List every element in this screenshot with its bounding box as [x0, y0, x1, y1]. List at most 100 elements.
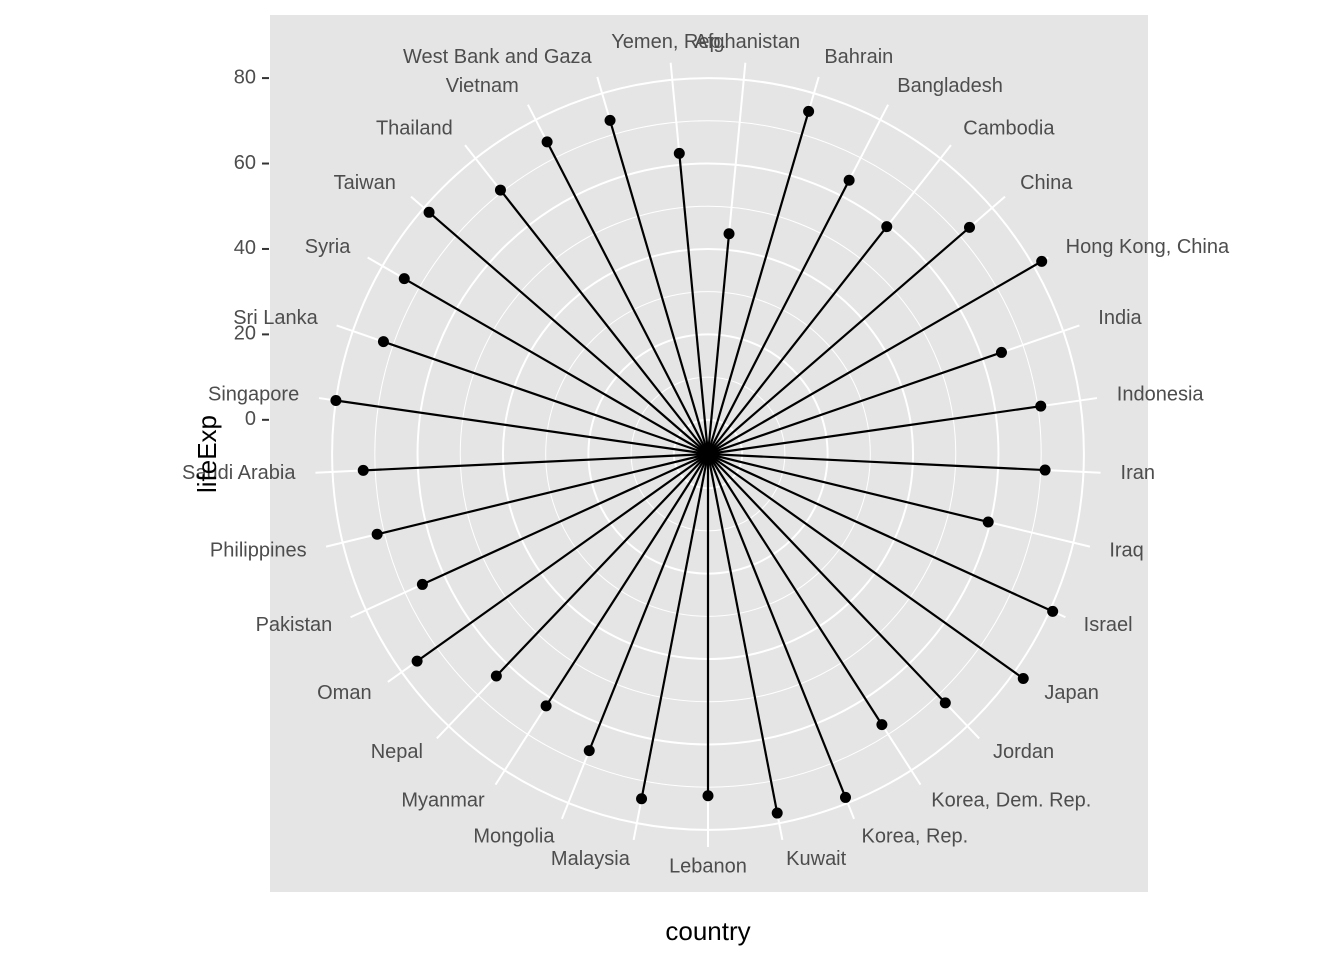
y-tick-label: 40	[234, 237, 256, 259]
lollipop-stem	[546, 141, 709, 455]
data-point	[416, 578, 428, 590]
category-label: Myanmar	[401, 790, 485, 812]
data-point	[357, 464, 369, 476]
data-point	[723, 228, 735, 240]
lollipop-stem	[383, 340, 709, 456]
lollipop-stem	[707, 351, 1002, 456]
category-label: Israel	[1084, 614, 1133, 636]
data-point	[423, 206, 435, 218]
lollipop-stem	[707, 453, 947, 704]
data-point	[330, 395, 342, 407]
data-point	[494, 184, 506, 196]
category-label: Bangladesh	[897, 75, 1003, 97]
lollipop-stem	[707, 405, 1041, 456]
lollipop-stem	[707, 452, 1054, 613]
lollipop-stem	[707, 225, 888, 455]
category-label: Mongolia	[473, 826, 555, 848]
data-point	[1035, 400, 1047, 412]
lollipop-stem	[403, 277, 709, 455]
data-point	[1039, 464, 1051, 476]
category-label: Bahrain	[824, 46, 893, 68]
category-label: Malaysia	[551, 848, 631, 870]
lollipop-stem	[421, 452, 709, 586]
category-label: Nepal	[371, 741, 423, 763]
lollipop-stem	[706, 233, 731, 455]
data-point	[982, 516, 994, 528]
lollipop-stem	[499, 189, 709, 455]
lollipop-stem	[416, 453, 709, 663]
category-label: Afghanistan	[694, 31, 800, 53]
category-label: Saudi Arabia	[182, 462, 296, 484]
category-label: Thailand	[376, 118, 453, 140]
data-point	[881, 221, 893, 233]
x-axis-title: country	[665, 916, 750, 946]
point-layer	[330, 105, 1059, 819]
data-point	[673, 147, 685, 159]
category-label: India	[1098, 307, 1142, 329]
category-label: Hong Kong, China	[1066, 236, 1230, 258]
category-label: Iraq	[1109, 540, 1143, 562]
y-tick-label: 0	[245, 408, 256, 430]
data-point	[604, 114, 616, 126]
category-label: Pakistan	[256, 614, 333, 636]
category-label: Korea, Dem. Rep.	[931, 790, 1091, 812]
category-label: Sri Lanka	[233, 307, 318, 329]
lollipop-stem	[495, 453, 709, 677]
data-point	[1047, 605, 1059, 617]
lollipop-stem	[363, 452, 709, 472]
data-point	[540, 700, 552, 712]
data-point	[371, 528, 383, 540]
data-point	[1036, 255, 1048, 267]
data-point	[398, 273, 410, 285]
category-label: Iran	[1121, 462, 1155, 484]
data-point	[1017, 672, 1029, 684]
lollipop-stem	[707, 452, 989, 524]
category-label: Korea, Rep.	[861, 826, 968, 848]
category-label: Taiwan	[334, 172, 396, 194]
y-axis: 0 20 40 60 80	[234, 66, 269, 430]
category-label: Kuwait	[786, 848, 846, 870]
category-label: Philippines	[210, 540, 307, 562]
data-point	[839, 791, 851, 803]
lollipop-stem	[706, 453, 847, 798]
lollipop-stem	[376, 452, 709, 536]
data-point	[843, 174, 855, 186]
data-point	[636, 793, 648, 805]
data-point	[803, 105, 815, 117]
lollipop-stem	[707, 226, 971, 455]
data-point	[702, 790, 714, 802]
lollipop-stem	[707, 453, 1024, 680]
lollipop-stem	[640, 453, 710, 799]
data-point	[771, 807, 783, 819]
lollipop-stem	[545, 453, 709, 707]
category-label: Cambodia	[963, 118, 1055, 140]
data-point	[377, 336, 389, 348]
data-point	[583, 745, 595, 757]
category-label: Singapore	[208, 384, 299, 406]
data-point	[411, 655, 423, 667]
category-label: Jordan	[993, 741, 1054, 763]
lollipop-stem	[428, 211, 709, 455]
lollipop-stem	[335, 399, 709, 456]
category-label: Yemen, Rep.	[611, 31, 726, 53]
category-label: Vietnam	[446, 75, 519, 97]
category-label: West Bank and Gaza	[403, 46, 593, 68]
category-label: Oman	[317, 682, 371, 704]
segment-layer	[335, 111, 1054, 814]
data-point	[490, 670, 502, 682]
lollipop-stem	[608, 120, 710, 455]
data-point	[876, 719, 888, 731]
data-point	[541, 136, 553, 148]
lollipop-stem	[707, 452, 1046, 472]
category-label: Indonesia	[1117, 384, 1205, 406]
y-tick-label: 60	[234, 152, 256, 174]
data-point	[963, 221, 975, 233]
lollipop-stem	[707, 453, 883, 726]
y-axis-title: lifeExp	[192, 415, 222, 493]
y-tick-label: 20	[234, 323, 256, 345]
lollipop-stem	[706, 453, 779, 814]
category-label: Lebanon	[669, 855, 747, 877]
lollipop-stem	[678, 153, 710, 455]
category-label: Syria	[305, 236, 351, 258]
